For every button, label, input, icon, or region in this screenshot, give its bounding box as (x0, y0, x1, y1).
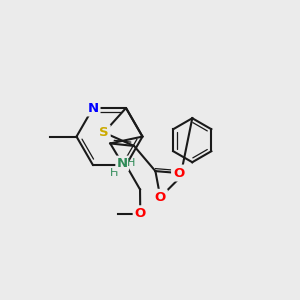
Text: N: N (87, 101, 99, 115)
Text: O: O (155, 191, 166, 204)
Text: N: N (117, 157, 128, 170)
Text: H: H (110, 168, 118, 178)
Text: S: S (99, 126, 109, 139)
Text: O: O (135, 207, 146, 220)
Text: H: H (127, 158, 135, 168)
Text: O: O (173, 167, 184, 179)
